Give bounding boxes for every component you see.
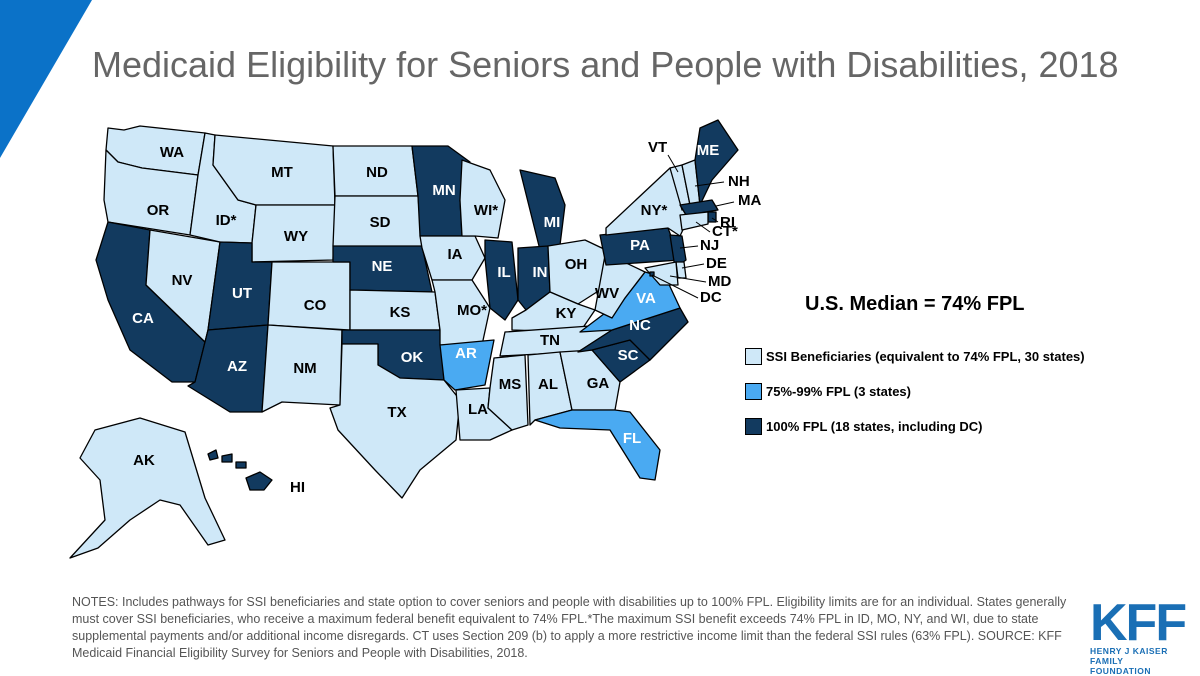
state-label-ak: AK [133,452,155,469]
label-leader-line [651,274,699,299]
state-label-nc: NC [629,317,651,334]
state-label-ky: KY [556,305,577,322]
state-label-mn: MN [432,182,455,199]
label-leader-line [695,221,711,233]
notes-text: NOTES: Includes pathways for SSI benefic… [72,595,1067,660]
state-label-ma: MA [738,192,761,209]
us-median-label: U.S. Median = 74% FPL [805,293,1025,315]
state-label-id: ID* [216,212,237,229]
state-label-ut: UT [232,285,252,302]
state-label-wv: WV [595,285,619,302]
state-label-oh: OH [565,256,588,273]
hawaii-island [207,449,219,461]
state-hi [245,471,273,491]
state-wy [251,204,336,263]
corner-accent-triangle [0,0,92,158]
hawaii-island [235,461,247,469]
state-tx [329,343,461,499]
state-label-ar: AR [455,345,477,362]
state-md [644,261,679,286]
state-label-in: IN [533,264,548,281]
page-title: Medicaid Eligibility for Seniors and Peo… [92,44,1119,85]
legend-swatch-light [745,348,762,365]
state-wi [459,159,506,239]
state-label-tx: TX [387,404,406,421]
label-leader-line [679,245,699,249]
state-label-dc: DC [700,289,722,306]
logo-subtitle-1: HENRY J KAISER [1090,646,1168,656]
state-label-wy: WY [284,228,308,245]
state-label-nv: NV [172,272,193,289]
state-label-wi: WI* [474,202,498,219]
state-label-pa: PA [630,237,650,254]
state-label-sc: SC [618,347,639,364]
state-label-az: AZ [227,358,247,375]
state-label-wa: WA [160,144,184,161]
state-label-me: ME [697,142,720,159]
state-label-ri: RI [720,214,735,231]
state-mi [519,169,566,251]
state-ms [487,354,529,431]
state-label-al: AL [538,376,558,393]
state-label-ne: NE [372,258,393,275]
state-nj [669,234,687,269]
state-co [267,261,351,331]
state-label-mt: MT [271,164,293,181]
state-fl [534,409,661,481]
state-label-mi: MI [544,214,561,231]
state-label-va: VA [636,290,656,307]
legend-label: 100% FPL (18 states, including DC) [766,419,983,434]
state-label-tn: TN [540,332,560,349]
state-label-sd: SD [370,214,391,231]
legend-swatch-dark [745,418,762,435]
label-leader-line [669,275,707,283]
state-label-md: MD [708,273,731,290]
state-me [694,119,739,206]
state-label-ia: IA [448,246,463,263]
state-label-la: LA [468,401,488,418]
label-leader-line [681,263,705,269]
state-label-mo: MO* [457,302,487,319]
state-label-ms: MS [499,376,522,393]
state-label-nj: NJ [700,237,719,254]
logo-subtitle-2: FAMILY FOUNDATION [1090,656,1152,676]
state-label-co: CO [304,297,327,314]
state-label-de: DE [706,255,727,272]
state-nm [261,324,343,413]
legend-label: SSI Beneficiaries (equivalent to 74% FPL… [766,349,1085,364]
state-ar [439,339,495,391]
state-label-vt: VT [648,139,667,156]
logo-wordmark: KFF [1090,594,1187,652]
label-leader-line [715,201,735,207]
state-label-ok: OK [401,349,424,366]
kff-logo: KFF HENRY J KAISER FAMILY FOUNDATION [1090,594,1187,676]
state-label-fl: FL [623,430,641,447]
state-il [484,239,519,321]
state-label-nd: ND [366,164,388,181]
hawaii-island [221,453,233,463]
label-leader-line [694,181,725,187]
legend-label: 75%-99% FPL (3 states) [766,384,911,399]
label-leader-line [667,154,679,173]
legend-swatch-mid [745,383,762,400]
state-label-ct: CT* [712,223,738,240]
label-leader-line [711,217,719,223]
state-label-or: OR [147,202,170,219]
state-label-nm: NM [293,360,316,377]
state-label-ga: GA [587,375,610,392]
state-label-il: IL [497,264,510,281]
state-label-ca: CA [132,310,154,327]
state-label-ny: NY* [641,202,668,219]
state-ri [707,211,717,223]
state-label-nh: NH [728,173,750,190]
state-label-hi: HI [290,479,305,496]
state-ak [69,417,226,559]
state-ma [679,199,719,216]
state-label-ks: KS [390,304,411,321]
